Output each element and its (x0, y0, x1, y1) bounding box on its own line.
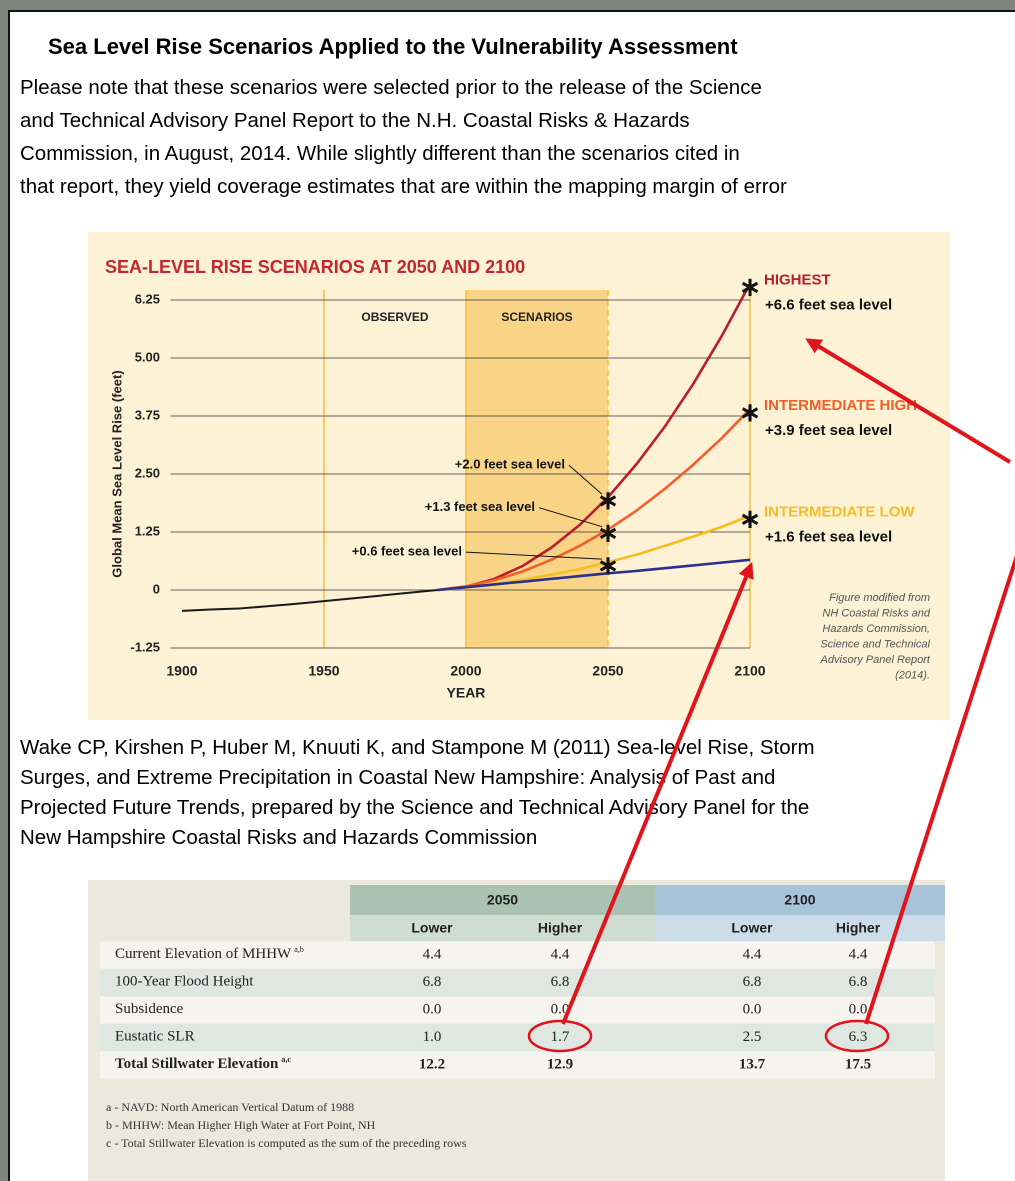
column-header: Higher (538, 920, 583, 936)
source-note: NH Coastal Risks and (822, 607, 930, 619)
annotation: +6.6 feet sea level (765, 297, 892, 314)
y-tick-label: 1.25 (135, 523, 160, 538)
source-note: Advisory Panel Report (820, 654, 931, 666)
cell: 0.0 (743, 1001, 762, 1017)
table: 2050 2100 Lower Higher Lower Higher Current El… (88, 880, 945, 1181)
row-bg (100, 1024, 935, 1051)
cell: 4.4 (743, 946, 762, 962)
asterisk-marker: ∗ (597, 550, 619, 580)
cell: 12.9 (547, 1056, 573, 1072)
row-label-note: a,c (281, 1055, 291, 1064)
cell: 6.8 (423, 974, 442, 990)
cell: 1.0 (423, 1029, 442, 1045)
row-label-note: a,b (294, 945, 304, 954)
row-label: Eustatic SLR (115, 1029, 195, 1045)
column-header: Higher (836, 920, 881, 936)
series-name: INTERMEDIATE LOW (764, 504, 915, 521)
cell: 1.7 (551, 1029, 570, 1045)
row-label-text: 100-Year Flood Height (115, 974, 254, 990)
row-label: 100-Year Flood Height (115, 974, 254, 990)
annotation: +1.3 feet sea level (425, 499, 535, 514)
x-tick-label: 1900 (166, 663, 197, 679)
asterisk-marker: ∗ (739, 272, 761, 302)
asterisk-marker: ∗ (739, 504, 761, 534)
figure-layer: OBSERVED SCENARIOS 1900 1950 2000 2050 2100 -1.… (0, 0, 1015, 1181)
footnote: c - Total Stillwater Elevation is comput… (106, 1136, 467, 1150)
cell: 6.8 (551, 974, 570, 990)
source-note: (2014). (895, 669, 930, 681)
x-axis-label: YEAR (447, 685, 486, 701)
y-tick-label: 2.50 (135, 465, 160, 480)
source-note: Figure modified from (829, 592, 930, 604)
cell: 0.0 (423, 1001, 442, 1017)
region-label: SCENARIOS (501, 310, 572, 324)
y-tick-label: 0 (153, 581, 160, 596)
row-label-text: Total Stillwater Elevation (115, 1056, 279, 1072)
row-label-text: Current Elevation of MHHW (115, 946, 292, 962)
cell: 4.4 (551, 946, 570, 962)
cell: 6.8 (849, 974, 868, 990)
source-note: Hazards Commission, (822, 623, 930, 635)
y-axis-label: Global Mean Sea Level Rise (feet) (109, 370, 124, 577)
footnote: a - NAVD: North American Vertical Datum … (106, 1100, 354, 1114)
annotation: +1.6 feet sea level (765, 529, 892, 546)
column-header: Lower (411, 920, 453, 936)
column-header-bg (350, 915, 655, 941)
column-header: Lower (731, 920, 773, 936)
row-label-text: Subsidence (115, 1001, 184, 1017)
cell: 17.5 (845, 1056, 871, 1072)
y-tick-label: 3.75 (135, 407, 160, 422)
y-tick-label: 5.00 (135, 349, 160, 364)
asterisk-marker: ∗ (597, 518, 619, 548)
x-tick-label: 2050 (592, 663, 623, 679)
y-tick-label: -1.25 (130, 639, 160, 654)
annotation: +2.0 feet sea level (455, 457, 565, 472)
asterisk-marker: ∗ (597, 485, 619, 515)
cell: 4.4 (849, 946, 868, 962)
annotation: +0.6 feet sea level (352, 544, 462, 559)
row-bg (100, 997, 935, 1024)
cell: 13.7 (739, 1056, 766, 1072)
cell: 2.5 (743, 1029, 762, 1045)
cell: 4.4 (423, 946, 442, 962)
cell: 12.2 (419, 1056, 445, 1072)
chart-title: SEA-LEVEL RISE SCENARIOS AT 2050 AND 210… (105, 257, 525, 277)
page: { "title": "Sea Level Rise Scenarios App… (0, 0, 1015, 1181)
x-tick-label: 2100 (734, 663, 765, 679)
x-tick-label: 1950 (308, 663, 339, 679)
group-header: 2100 (784, 892, 815, 908)
row-label-text: Eustatic SLR (115, 1029, 195, 1045)
series-name: INTERMEDIATE HIGH (764, 397, 917, 414)
cell: 6.8 (743, 974, 762, 990)
annotation: +3.9 feet sea level (765, 422, 892, 439)
cell: 6.3 (849, 1029, 868, 1045)
footnote: b - MHHW: Mean Higher High Water at Fort… (106, 1118, 376, 1132)
region-label: OBSERVED (361, 310, 428, 324)
group-header: 2050 (487, 892, 518, 908)
series-name: HIGHEST (764, 272, 831, 289)
source-note: Science and Technical (820, 638, 930, 650)
row-label: Subsidence (115, 1001, 184, 1017)
cell: 0.0 (849, 1001, 868, 1017)
asterisk-marker: ∗ (739, 397, 761, 427)
y-tick-label: 6.25 (135, 291, 160, 306)
x-tick-label: 2000 (450, 663, 481, 679)
